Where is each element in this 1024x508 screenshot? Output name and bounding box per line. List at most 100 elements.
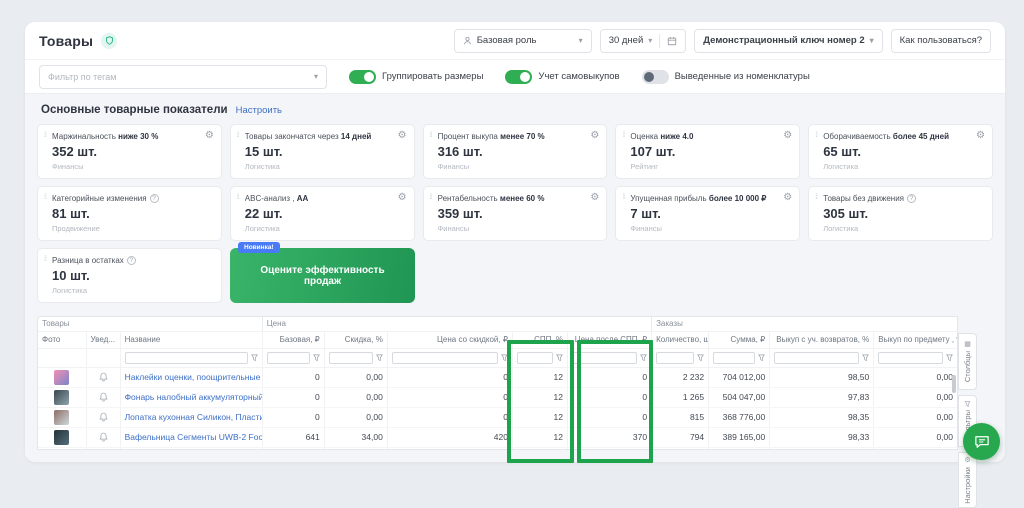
column-filter-input[interactable] bbox=[391, 351, 498, 364]
table-row[interactable]: Наклейки оценки, поощрительные для шк 0 … bbox=[38, 367, 957, 388]
question-icon[interactable]: ? bbox=[126, 256, 136, 265]
toggle-removed-items[interactable] bbox=[641, 69, 669, 84]
metric-card-rating[interactable]: ⁞⁞ Оценка ниже 4.0 107 шт. Рейтинг ⚙ bbox=[615, 124, 801, 179]
table-header-row: Фото Увед... Название Базовая, ₽ Скидка,… bbox=[38, 331, 957, 349]
bell-icon[interactable] bbox=[99, 432, 108, 442]
drag-handle-icon[interactable]: ⁞⁞ bbox=[44, 256, 47, 263]
col-quantity[interactable]: Количество, шт. bbox=[651, 331, 709, 349]
cell-spp: 12 bbox=[511, 367, 568, 388]
help-button[interactable]: Как пользоваться? bbox=[890, 28, 991, 53]
product-photo[interactable] bbox=[54, 409, 70, 425]
column-filter-input[interactable] bbox=[124, 351, 248, 364]
drag-handle-icon[interactable]: ⁞⁞ bbox=[815, 132, 818, 139]
tag-filter-dropdown[interactable]: ▾ bbox=[39, 64, 327, 89]
col-base-price[interactable]: Базовая, ₽ bbox=[261, 331, 325, 349]
filter-funnel-icon bbox=[964, 401, 971, 407]
toggle-group-sizes[interactable] bbox=[349, 69, 376, 84]
table-row[interactable]: Фонарь налобный аккумуляторный свето, 0 … bbox=[38, 387, 957, 408]
col-buyout-returns[interactable]: Выкуп с уч. возвратов, % bbox=[769, 331, 874, 349]
tab-settings[interactable]: ⚙ Настройки bbox=[958, 452, 977, 508]
question-icon[interactable]: ? bbox=[907, 194, 916, 203]
col-discount[interactable]: Скидка, % bbox=[323, 331, 388, 349]
column-filter-input[interactable] bbox=[571, 351, 638, 364]
gear-icon[interactable]: ⚙ bbox=[590, 130, 600, 141]
column-filter-input[interactable] bbox=[656, 351, 695, 364]
cell-sum: 389 165,00 bbox=[708, 427, 770, 448]
role-selector[interactable]: Базовая роль ▾ bbox=[453, 28, 592, 53]
cell-base-price: 0 bbox=[261, 367, 325, 388]
column-filter-input[interactable] bbox=[328, 351, 373, 364]
product-photo[interactable] bbox=[54, 369, 70, 385]
product-name-link[interactable]: Вафельница Сегменты UWB-2 Foodatlas Е bbox=[124, 432, 263, 442]
drag-handle-icon[interactable]: ⁞⁞ bbox=[622, 132, 625, 139]
question-icon[interactable]: ? bbox=[149, 194, 159, 203]
col-buyout-subject[interactable]: Выкуп по предмету , % bbox=[873, 331, 957, 349]
table-filter-row bbox=[38, 348, 957, 368]
product-name-link[interactable]: Фонарь налобный аккумуляторный свето, bbox=[124, 392, 263, 402]
product-photo[interactable] bbox=[54, 450, 69, 451]
table-row-partial[interactable] bbox=[38, 447, 957, 451]
product-photo[interactable] bbox=[54, 389, 70, 405]
product-photo[interactable] bbox=[54, 429, 70, 445]
column-filter-input[interactable] bbox=[516, 351, 553, 364]
gear-icon[interactable]: ⚙ bbox=[397, 192, 407, 203]
drag-handle-icon[interactable]: ⁞⁞ bbox=[44, 132, 47, 139]
gear-icon: ⚙ bbox=[964, 456, 971, 464]
period-selector[interactable]: 30 дней ▾ bbox=[599, 28, 687, 53]
api-key-selector[interactable]: Демонстрационный ключ номер 2 ▾ bbox=[694, 28, 883, 53]
table-row[interactable]: Лопатка кухонная Силикон, Пластик / мыт … bbox=[38, 407, 957, 428]
col-notifications[interactable]: Увед... bbox=[85, 331, 121, 349]
gear-icon[interactable]: ⚙ bbox=[783, 192, 793, 203]
metric-card-buyout-percent[interactable]: ⁞⁞ Процент выкупа менее 70 % 316 шт. Фин… bbox=[422, 124, 608, 179]
product-name-link[interactable]: Наклейки оценки, поощрительные для шк bbox=[124, 372, 263, 382]
col-discounted-price[interactable]: Цена со скидкой, ₽ bbox=[386, 331, 513, 349]
col-price-after-spp[interactable]: Цена после СПП, ₽ bbox=[566, 331, 652, 349]
col-sum[interactable]: Сумма, ₽ bbox=[708, 331, 770, 349]
sales-efficiency-banner[interactable]: Новинка! Оцените эффективность продаж bbox=[230, 242, 415, 303]
filter-funnel-icon bbox=[946, 354, 953, 361]
metric-card-stock-ends[interactable]: ⁞⁞ Товары закончатся через 14 дней 15 шт… bbox=[229, 124, 415, 179]
cell-buyout-returns: 98,35 bbox=[769, 407, 874, 428]
gear-icon[interactable]: ⚙ bbox=[397, 130, 407, 141]
metric-card-no-movement[interactable]: ⁞⁞ Товары без движения? 305 шт. Логистик… bbox=[808, 186, 993, 241]
product-name-link[interactable]: Лопатка кухонная Силикон, Пластик / мыт bbox=[124, 412, 263, 422]
cell-base-price: 0 bbox=[261, 407, 325, 428]
metric-card-stock-difference[interactable]: ⁞⁞ Разница в остатках? 10 шт. Логистика bbox=[37, 248, 222, 303]
metric-card-margin[interactable]: ⁞⁞ Маржинальность ниже 30 % 352 шт. Фина… bbox=[37, 124, 222, 179]
column-filter-input[interactable] bbox=[878, 351, 943, 364]
cell-sum: 704 012,00 bbox=[708, 367, 770, 388]
gear-icon[interactable]: ⚙ bbox=[204, 130, 214, 141]
bell-icon[interactable] bbox=[99, 412, 108, 422]
drag-handle-icon[interactable]: ⁞⁞ bbox=[815, 194, 818, 201]
column-filter-input[interactable] bbox=[774, 351, 860, 364]
drag-handle-icon[interactable]: ⁞⁞ bbox=[622, 194, 625, 201]
gear-icon[interactable]: ⚙ bbox=[976, 130, 985, 141]
column-filter-input[interactable] bbox=[713, 351, 756, 364]
toggle-self-purchases[interactable] bbox=[505, 69, 533, 84]
tag-filter-input[interactable] bbox=[48, 71, 308, 82]
metric-card-category-changes[interactable]: ⁞⁞ Категорийные изменения? 81 шт. Продви… bbox=[37, 186, 222, 241]
bell-icon[interactable] bbox=[99, 372, 108, 382]
drag-handle-icon[interactable]: ⁞⁞ bbox=[236, 194, 240, 201]
col-photo[interactable]: Фото bbox=[38, 331, 87, 349]
table-row[interactable]: Вафельница Сегменты UWB-2 Foodatlas Е 64… bbox=[38, 427, 957, 448]
gear-icon[interactable]: ⚙ bbox=[783, 130, 793, 141]
metric-card-abc-analysis[interactable]: ⁞⁞ ABC-анализ , АА 22 шт. Логистика ⚙ bbox=[229, 186, 415, 241]
drag-handle-icon[interactable]: ⁞⁞ bbox=[429, 132, 433, 139]
table-scrollbar[interactable] bbox=[952, 375, 956, 393]
bell-icon[interactable] bbox=[99, 392, 108, 402]
column-filter-input[interactable] bbox=[266, 351, 310, 364]
col-name[interactable]: Название bbox=[119, 331, 263, 349]
metric-card-profitability[interactable]: ⁞⁞ Рентабельность менее 60 % 359 шт. Фин… bbox=[422, 186, 608, 241]
metric-card-turnover[interactable]: ⁞⁞ Оборачиваемость более 45 дней 65 шт. … bbox=[808, 124, 993, 179]
configure-link[interactable]: Настроить bbox=[235, 105, 282, 116]
drag-handle-icon[interactable]: ⁞⁞ bbox=[429, 194, 433, 201]
gear-icon[interactable]: ⚙ bbox=[590, 192, 600, 203]
drag-handle-icon[interactable]: ⁞⁞ bbox=[44, 194, 47, 201]
col-spp[interactable]: СПП, % bbox=[511, 331, 568, 349]
tab-columns[interactable]: ▦ Столбцы bbox=[958, 333, 977, 390]
drag-handle-icon[interactable]: ⁞⁞ bbox=[236, 132, 240, 139]
metric-card-lost-profit[interactable]: ⁞⁞ Упущенная прибыль более 10 000 ₽ 7 шт… bbox=[615, 186, 801, 241]
cell-discount: 0,00 bbox=[323, 387, 388, 408]
chat-fab-button[interactable] bbox=[963, 423, 1000, 460]
